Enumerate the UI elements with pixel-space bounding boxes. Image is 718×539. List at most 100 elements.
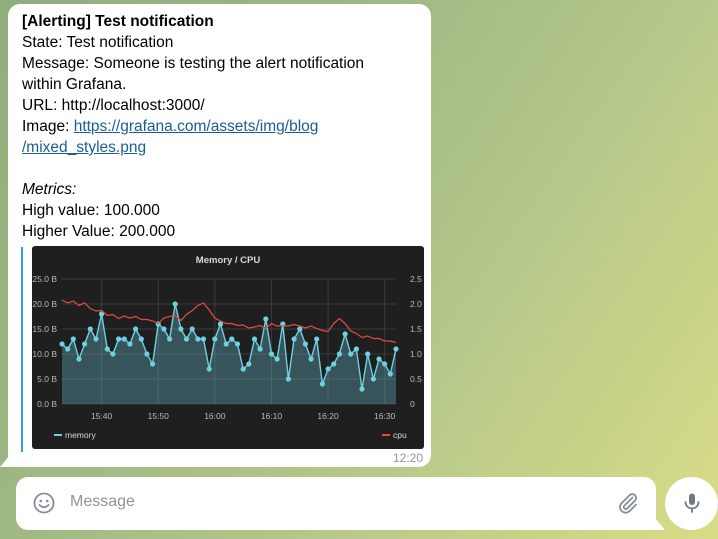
memory-point (274, 356, 280, 362)
memory-point (319, 381, 325, 387)
memory-point (314, 336, 320, 342)
memory-point (172, 301, 178, 307)
memory-point (65, 346, 71, 352)
legend-label-memory: memory (65, 430, 96, 440)
memory-point (59, 341, 65, 347)
memory-point (387, 371, 393, 377)
cpu-line (61, 299, 397, 344)
memory-point (234, 341, 241, 347)
memory-area (62, 304, 396, 404)
memory-point (195, 336, 201, 342)
image-link-continued[interactable]: /mixed_styles.png (22, 139, 147, 156)
memory-point (206, 366, 212, 372)
message-input[interactable]: Message (70, 493, 135, 510)
legend-label-cpu: cpu (393, 430, 407, 440)
emoji-icon[interactable] (32, 491, 56, 515)
memory-point (133, 326, 139, 332)
memory-point (93, 336, 99, 342)
memory-point (251, 336, 258, 342)
y-right-tick-label: 0 (410, 399, 415, 409)
message-text: [Alerting] Test notification State: Test… (22, 11, 422, 242)
memory-point (240, 366, 246, 372)
memory-point (150, 361, 156, 367)
memory-point (263, 316, 269, 322)
y-left-tick-label: 0.0 B (37, 399, 57, 409)
memory-point (167, 336, 173, 342)
chart-title: Memory / CPU (196, 255, 261, 266)
memory-point (144, 351, 150, 357)
y-left-tick-label: 10.0 B (32, 349, 57, 359)
memory-point (110, 351, 116, 357)
memory-point (353, 346, 359, 352)
memory-point (297, 326, 303, 332)
memory-point (246, 361, 252, 367)
y-right-tick-label: 1.0 (410, 349, 422, 359)
memory-point (200, 336, 207, 342)
metrics-heading: Metrics: (22, 181, 77, 198)
memory-point (121, 336, 127, 342)
microphone-icon (684, 493, 700, 513)
memory-point (217, 321, 224, 327)
memory-point (325, 366, 331, 372)
image-link[interactable]: https://grafana.com/assets/img/blog (73, 118, 319, 135)
bubble-tail (0, 455, 10, 467)
memory-point (342, 331, 348, 337)
alert-state: State: Test notification (22, 34, 174, 51)
blank-line (22, 158, 422, 179)
memory-point (127, 341, 133, 347)
memory-point (370, 376, 376, 382)
alert-message-line1: Message: Someone is testing the alert no… (22, 55, 365, 72)
memory-point (76, 356, 82, 362)
x-tick-label: 16:20 (317, 411, 339, 421)
message-time: 12:20 (392, 451, 423, 465)
x-tick-label: 16:00 (204, 411, 226, 421)
memory-point (393, 346, 399, 352)
memory-point (161, 326, 167, 332)
voice-record-button[interactable] (665, 477, 718, 530)
memory-point (116, 336, 122, 342)
memory-point (359, 386, 365, 392)
alert-image-row: Image: https://grafana.com/assets/img/bl… (22, 116, 422, 137)
x-tick-label: 16:10 (261, 411, 283, 421)
memory-point (336, 351, 342, 357)
memory-point (183, 336, 190, 342)
x-tick-label: 15:40 (91, 411, 113, 421)
image-label: Image: (22, 118, 74, 135)
y-right-tick-label: 0.5 (410, 374, 422, 384)
memory-point (223, 341, 229, 347)
higher-value: Higher Value: 200.000 (22, 223, 176, 240)
y-right-tick-label: 2.0 (410, 299, 422, 309)
composer-tail (655, 518, 665, 530)
memory-point (382, 361, 388, 367)
y-left-tick-label: 20.0 B (32, 299, 57, 309)
memory-point (189, 326, 195, 332)
memory-point (229, 336, 235, 342)
alert-message-line2: within Grafana. (22, 76, 127, 93)
y-left-tick-label: 15.0 B (32, 324, 57, 334)
y-left-tick-label: 25.0 B (32, 274, 57, 284)
memory-point (257, 346, 263, 352)
message-composer[interactable]: Message (16, 477, 656, 530)
y-right-tick-label: 1.5 (410, 324, 422, 334)
memory-point (104, 346, 110, 352)
link-preview-image[interactable]: Memory / CPU 0.0 B 5.0 B 10.0 B 15.0 B 20.0 B… (32, 246, 424, 449)
paperclip-icon[interactable] (616, 491, 640, 515)
x-tick-label: 16:30 (374, 411, 396, 421)
alert-url: URL: http://localhost:3000/ (22, 97, 205, 114)
memory-point (268, 351, 275, 357)
memory-point (280, 321, 286, 327)
memory-point (285, 376, 291, 382)
memory-point (70, 336, 76, 342)
memory-cpu-chart: Memory / CPU 0.0 B 5.0 B 10.0 B 15.0 B 20.0 B… (32, 255, 422, 440)
x-tick-label: 15:50 (148, 411, 170, 421)
memory-point (302, 341, 308, 347)
memory-point (138, 336, 144, 342)
message-bubble[interactable]: [Alerting] Test notification State: Test… (8, 4, 431, 467)
memory-point (348, 351, 354, 357)
memory-point (376, 356, 382, 362)
memory-point (365, 351, 371, 357)
y-right-tick-label: 2.5 (410, 274, 422, 284)
memory-point (178, 326, 184, 332)
memory-line (61, 303, 397, 390)
memory-point (308, 356, 314, 362)
